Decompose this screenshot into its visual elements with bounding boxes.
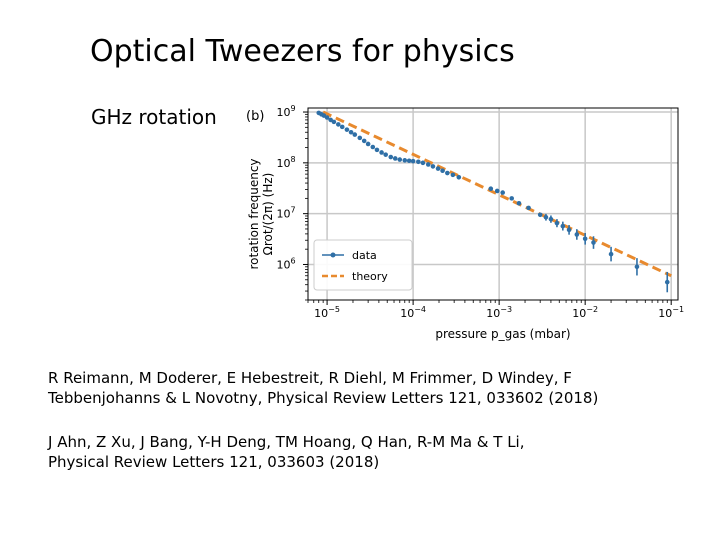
reference-1: R Reimann, M Doderer, E Hebestreit, R Di…	[48, 368, 668, 408]
data-point	[554, 220, 560, 226]
data-point	[456, 174, 462, 180]
data-point	[543, 214, 549, 220]
data-point	[582, 236, 588, 242]
data-point	[352, 132, 358, 137]
data-point	[410, 158, 416, 164]
data-point	[494, 188, 500, 194]
data-point	[560, 223, 566, 229]
rotation-frequency-chart: 10−5 10−4 10−3 10−2 10−1 106 107 108 109 data theo…	[240, 100, 685, 345]
data-point	[516, 200, 522, 206]
data-point	[537, 212, 543, 218]
data-point	[548, 216, 554, 222]
data-point	[397, 157, 403, 162]
data-point	[416, 159, 421, 165]
data-point	[402, 158, 408, 163]
data-point	[664, 279, 670, 285]
y-tick-label: 107	[276, 206, 295, 221]
y-axis-label-line-2: Ωrot/(2π) (Hz)	[261, 173, 275, 256]
x-axis-label: pressure p_gas (mbar)	[435, 327, 570, 341]
data-point	[388, 154, 394, 160]
data-point	[488, 186, 494, 191]
legend-data-swatch-marker	[330, 252, 336, 258]
x-tick-label: 10−1	[658, 305, 684, 320]
data-point	[445, 170, 450, 176]
data-point	[566, 227, 572, 233]
legend-data-label: data	[352, 249, 377, 262]
reference-2-line-1: J Ahn, Z Xu, J Bang, Y-H Deng, TM Hoang,…	[48, 433, 525, 451]
data-point	[450, 172, 456, 178]
data-point	[383, 152, 388, 157]
data-point	[608, 251, 614, 257]
data-point	[339, 124, 345, 130]
legend-theory-label: theory	[352, 270, 388, 283]
data-point	[500, 190, 505, 195]
data-point	[526, 205, 531, 211]
reference-2: J Ahn, Z Xu, J Bang, Y-H Deng, TM Hoang,…	[48, 432, 668, 472]
x-tick-label: 10−4	[400, 305, 426, 320]
data-point	[365, 141, 371, 147]
data-point	[374, 147, 380, 153]
panel-label: (b)	[246, 109, 264, 124]
plot-frame	[307, 107, 679, 301]
data-point	[420, 160, 426, 166]
data-point	[574, 232, 580, 237]
data-point	[357, 135, 363, 141]
x-tick-label: 10−3	[486, 305, 512, 320]
data-point	[406, 158, 412, 164]
reference-2-line-2: Physical Review Letters 121, 033603 (201…	[48, 453, 380, 471]
data-point	[344, 127, 350, 132]
data-point	[430, 164, 436, 169]
legend-box	[313, 239, 413, 291]
reference-1-line-1: R Reimann, M Doderer, E Hebestreit, R Di…	[48, 369, 572, 387]
theory-line	[322, 110, 672, 278]
data-point	[440, 168, 445, 174]
data-point	[335, 122, 341, 127]
data-point	[509, 196, 515, 201]
reference-1-line-2: Tebbenjohanns & L Novotny, Physical Revi…	[48, 389, 599, 407]
data-point	[370, 144, 376, 150]
data-point	[324, 115, 330, 120]
data-point	[361, 138, 367, 144]
slide-title: Optical Tweezers for physics	[90, 34, 515, 69]
x-tick-label: 10−2	[572, 305, 598, 320]
data-point	[379, 150, 384, 155]
y-tick-label: 108	[276, 155, 295, 170]
data-point	[348, 129, 354, 135]
bullet-text: GHz rotation	[91, 105, 217, 129]
data-point	[331, 119, 337, 125]
data-point	[591, 240, 596, 245]
data-point	[425, 162, 431, 167]
data-point	[435, 166, 441, 171]
y-tick-label: 109	[276, 104, 295, 119]
y-axis-label-line-1: rotation frequency	[247, 158, 261, 269]
y-tick-label: 106	[276, 256, 295, 271]
x-tick-label: 10−5	[314, 305, 340, 320]
data-point	[392, 156, 398, 161]
chart-svg: 10−5 10−4 10−3 10−2 10−1 106 107 108 109 data theo…	[246, 104, 684, 341]
data-point	[634, 264, 640, 270]
